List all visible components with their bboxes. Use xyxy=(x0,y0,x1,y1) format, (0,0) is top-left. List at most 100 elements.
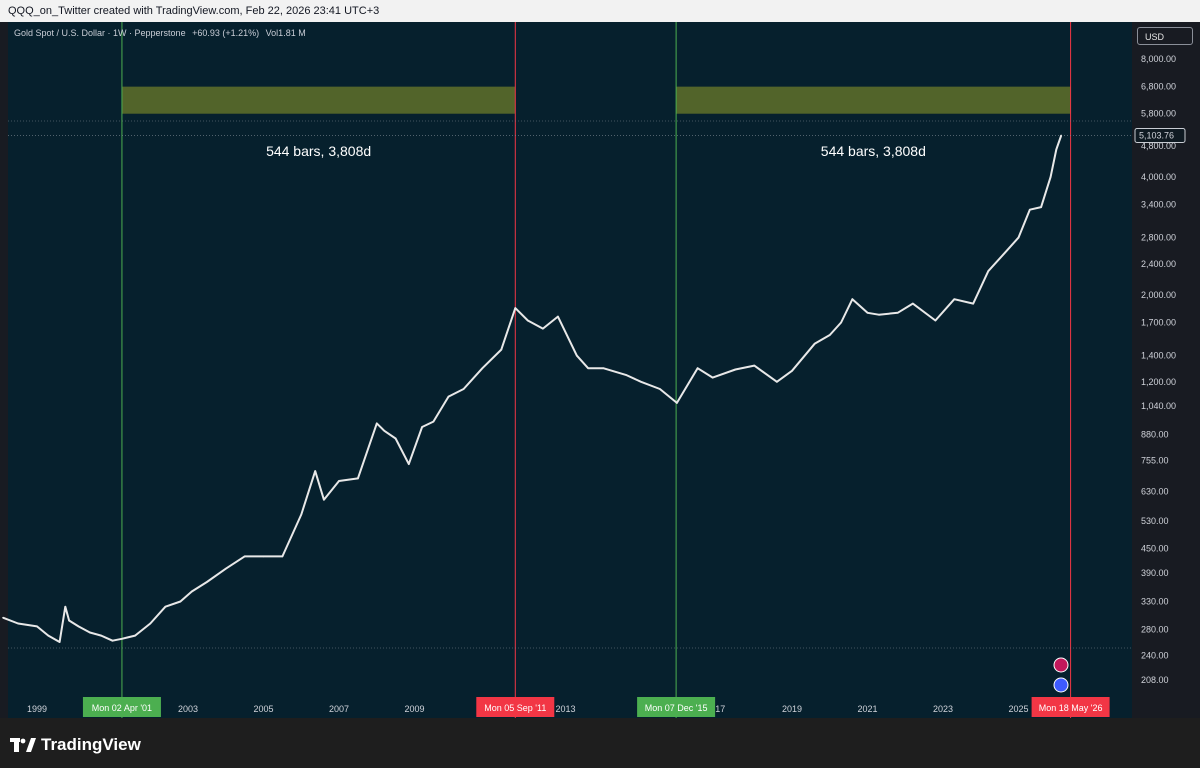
price-point xyxy=(987,270,990,272)
price-point xyxy=(100,634,102,637)
price-point xyxy=(1017,236,1020,239)
price-point xyxy=(190,590,193,593)
price-point xyxy=(640,381,642,383)
y-axis-tick-label: 4,800.00 xyxy=(1141,141,1176,151)
price-point xyxy=(828,334,831,336)
price-point xyxy=(58,641,61,643)
price-point xyxy=(338,480,340,482)
date-label-start-2: Mon 07 Dec '15 xyxy=(645,703,708,713)
date-box-start-1 xyxy=(82,697,161,717)
currency-selector[interactable]: USD xyxy=(1137,27,1193,45)
price-point xyxy=(2,616,4,619)
price-point xyxy=(587,367,589,369)
price-point xyxy=(934,319,937,322)
y-axis-tick-label: 3,400.00 xyxy=(1141,200,1176,210)
date-box-end-2 xyxy=(1031,697,1110,717)
plot-area[interactable] xyxy=(8,22,1132,718)
price-point xyxy=(224,567,227,570)
price-point xyxy=(432,420,435,423)
price-point xyxy=(1040,206,1042,208)
price-point xyxy=(912,302,914,305)
legend-symbol: Gold Spot / U.S. Dollar · 1W · Peppersto… xyxy=(14,28,186,38)
range-zone-2 xyxy=(676,86,1071,114)
price-point xyxy=(111,639,114,642)
price-point xyxy=(394,437,397,440)
date-box-end-1 xyxy=(476,697,555,717)
price-point xyxy=(243,555,246,558)
price-point xyxy=(206,581,208,583)
event-flash-icon[interactable] xyxy=(1053,657,1069,673)
price-point xyxy=(1049,176,1052,178)
price-point xyxy=(462,388,465,390)
event-flag-icon[interactable] xyxy=(1053,677,1069,693)
x-axis-tick-label: 2021 xyxy=(857,704,877,714)
price-point xyxy=(878,313,880,316)
x-axis-tick-label: 2019 xyxy=(782,704,802,714)
y-axis-tick-label: 2,000.00 xyxy=(1141,290,1176,300)
y-axis-tick-label: 1,200.00 xyxy=(1141,377,1176,387)
price-point xyxy=(447,395,450,398)
y-axis-tick-label: 4,000.00 xyxy=(1141,172,1176,182)
price-point xyxy=(1006,249,1008,252)
date-label-start-1: Mon 02 Apr '01 xyxy=(92,703,152,713)
price-point xyxy=(262,555,265,558)
price-point xyxy=(179,600,182,603)
y-axis-tick-label: 280.00 xyxy=(1141,624,1169,634)
price-point xyxy=(357,477,359,480)
price-point xyxy=(408,463,410,465)
price-point xyxy=(421,426,423,428)
legend-change: +60.93 (+1.21%) xyxy=(192,28,260,38)
price-point xyxy=(866,312,869,314)
price-point xyxy=(542,327,544,330)
price-point xyxy=(625,374,627,376)
price-point xyxy=(375,422,378,425)
x-axis-tick-label: 17 xyxy=(715,704,725,714)
price-point xyxy=(89,631,91,634)
x-axis-tick-label: 2003 xyxy=(178,704,198,714)
x-axis-tick-label: 2007 xyxy=(329,704,349,714)
y-axis-tick-label: 1,700.00 xyxy=(1141,318,1176,328)
price-point xyxy=(557,315,559,318)
price-point xyxy=(734,368,737,371)
price-point xyxy=(300,513,303,516)
price-point xyxy=(776,381,778,383)
y-axis-tick-label: 330.00 xyxy=(1141,596,1169,606)
y-axis-tick-label: 755.00 xyxy=(1141,456,1169,466)
x-axis-tick-label: 2025 xyxy=(1008,704,1028,714)
y-axis-tick-label: 1,040.00 xyxy=(1141,401,1176,411)
price-point xyxy=(164,605,167,608)
brand-name: TradingView xyxy=(41,735,141,754)
date-label-end-1: Mon 05 Sep '11 xyxy=(484,703,546,713)
price-point xyxy=(1055,148,1058,151)
tradingview-logo-icon xyxy=(10,738,36,752)
y-axis-tick-label: 390.00 xyxy=(1141,568,1169,578)
tradingview-logo: TradingView xyxy=(10,735,141,755)
price-point xyxy=(896,312,899,314)
y-axis-tick-label: 6,800.00 xyxy=(1141,82,1176,92)
price-point xyxy=(281,555,284,558)
price-point xyxy=(602,367,605,369)
price-point xyxy=(711,376,714,379)
y-axis-tick-label: 8,000.00 xyxy=(1141,54,1176,64)
last-price-badge xyxy=(1134,127,1186,143)
price-point xyxy=(791,370,793,372)
price-point xyxy=(47,634,50,637)
legend-volume: Vol1.81 M xyxy=(265,28,306,38)
price-point xyxy=(526,319,529,322)
price-point xyxy=(576,354,578,357)
date-label-end-2: Mon 18 May '26 xyxy=(1039,703,1103,713)
y-axis-tick-label: 208.00 xyxy=(1141,675,1169,685)
price-point xyxy=(953,298,956,300)
y-axis-tick-label: 5,800.00 xyxy=(1141,109,1176,119)
y-axis-tick-label: 2,800.00 xyxy=(1141,233,1176,243)
range-zone-1 xyxy=(121,86,516,114)
last-price-label: 5,103.76 xyxy=(1139,130,1174,140)
y-axis-tick-label: 2,400.00 xyxy=(1141,259,1176,269)
price-point xyxy=(851,298,854,300)
x-axis-tick-label: 2023 xyxy=(933,704,953,714)
price-point xyxy=(676,402,678,404)
x-axis-tick-label: 2009 xyxy=(404,704,424,714)
price-point xyxy=(323,498,325,501)
y-axis-tick-label: 1,400.00 xyxy=(1141,351,1176,361)
